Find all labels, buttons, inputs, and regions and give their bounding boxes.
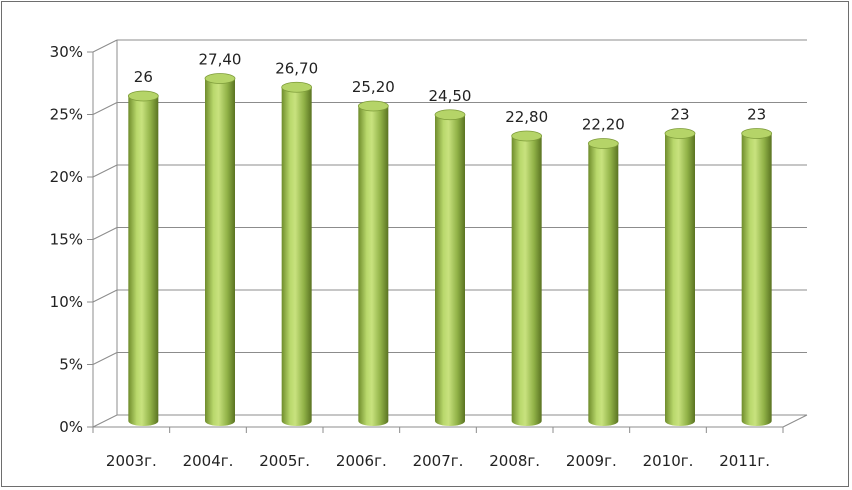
x-tick-label: 2007г. [413, 452, 464, 470]
y-tick-label: 25% [50, 106, 83, 124]
bar-body [665, 133, 695, 426]
bar [204, 73, 236, 426]
bar-body [435, 114, 465, 426]
data-label: 23 [670, 106, 689, 124]
data-label: 22,80 [505, 108, 548, 126]
data-label: 23 [747, 106, 766, 124]
bar-layer [127, 73, 773, 427]
bar [511, 130, 543, 426]
bar [434, 109, 466, 426]
bar-top [587, 138, 619, 149]
wall-gridline [92, 352, 118, 365]
bar-body [358, 106, 389, 427]
wall-gridline [92, 289, 118, 303]
bar-body [128, 96, 159, 427]
y-tick-label: 15% [50, 231, 83, 249]
data-label: 27,40 [199, 51, 242, 69]
data-label: 24,50 [429, 87, 472, 105]
y-tick-label: 10% [50, 293, 83, 311]
data-label: 26,70 [275, 59, 318, 77]
bar-body [511, 136, 542, 426]
y-tick-label: 30% [50, 43, 83, 61]
bar [587, 138, 619, 427]
bar [127, 90, 159, 427]
y-tick-label: 20% [50, 168, 83, 186]
x-tick-label: 2011г. [719, 452, 770, 470]
bar-body [205, 78, 235, 426]
bar [664, 128, 696, 426]
bar [357, 100, 389, 427]
x-tick-label: 2004г. [183, 452, 234, 470]
data-label: 26 [134, 68, 153, 86]
bar-top [511, 130, 543, 142]
wall-gridline [92, 164, 118, 178]
wall-gridline [92, 39, 118, 53]
wall-gridline [92, 414, 118, 428]
bar [741, 128, 773, 427]
label-layer: 0% 5% 10% 15% 20% 25% 30% 26 2003г. 27,40 2004г. 26… [50, 43, 770, 470]
bar-body [588, 143, 619, 427]
bar-top [434, 109, 466, 121]
bar [281, 81, 313, 427]
x-tick-label: 2009г. [566, 452, 617, 470]
x-tick-label: 2005г. [259, 452, 310, 470]
bar-body [741, 133, 772, 427]
floor-right-edge [782, 414, 808, 428]
wall-gridline [92, 102, 118, 115]
bar-top [741, 128, 773, 139]
bar-top [357, 100, 389, 112]
axis-layer [87, 40, 808, 433]
bar-top [281, 81, 313, 93]
x-tick-label: 2006г. [336, 452, 387, 470]
bar-top [204, 73, 236, 84]
bar-body [281, 87, 312, 427]
x-tick-label: 2010г. [643, 452, 694, 470]
y-tick-label: 0% [59, 418, 83, 436]
x-tick-label: 2008г. [489, 452, 540, 470]
data-label: 22,20 [582, 116, 625, 134]
data-label: 25,20 [352, 78, 395, 96]
x-tick-label: 2003г. [106, 452, 157, 470]
bar-top [127, 90, 159, 102]
bar-top [664, 128, 696, 139]
wall-gridline [92, 227, 118, 240]
y-tick-label: 5% [59, 356, 83, 374]
